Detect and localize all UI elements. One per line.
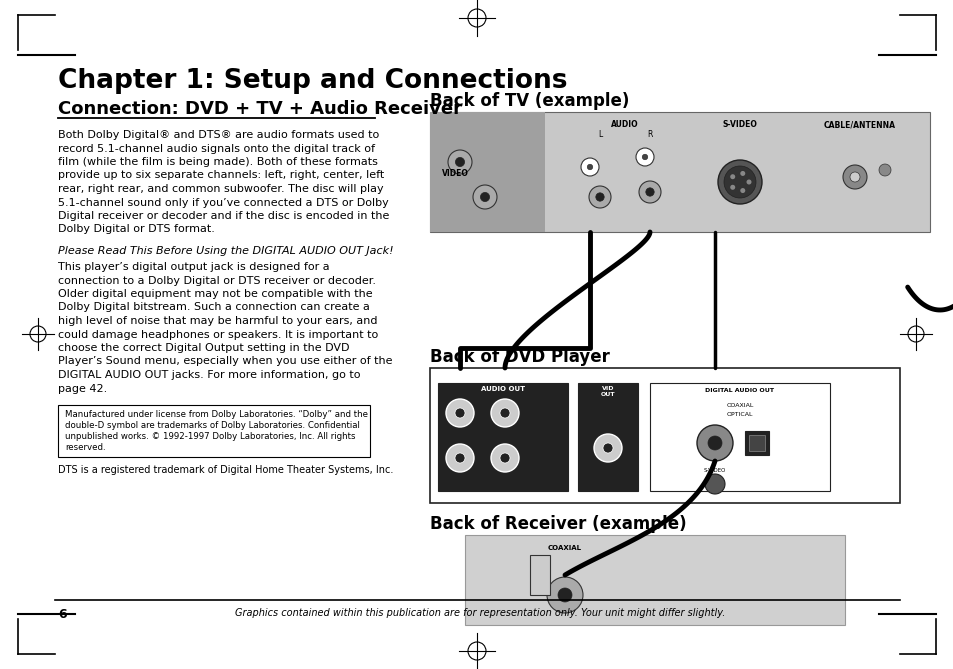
Circle shape (499, 453, 510, 463)
Bar (430, 112, 929, 232)
Circle shape (448, 150, 472, 174)
Text: Connection: DVD + TV + Audio Receiver: Connection: DVD + TV + Audio Receiver (58, 100, 461, 118)
Circle shape (455, 408, 464, 418)
Circle shape (455, 453, 464, 463)
Circle shape (707, 436, 721, 450)
Text: Please Read This Before Using the DIGITAL AUDIO OUT Jack!: Please Read This Before Using the DIGITA… (58, 246, 394, 256)
Text: VID
OUT: VID OUT (600, 386, 615, 397)
Text: OPTICAL: OPTICAL (726, 412, 753, 417)
Text: AUDIO OUT: AUDIO OUT (480, 386, 524, 392)
Text: record 5.1-channel audio signals onto the digital track of: record 5.1-channel audio signals onto th… (58, 143, 375, 153)
Text: L: L (598, 130, 601, 139)
Circle shape (446, 444, 474, 472)
Text: Graphics contained within this publication are for representation only. Your uni: Graphics contained within this publicati… (234, 608, 724, 618)
Circle shape (641, 155, 647, 160)
Circle shape (718, 160, 761, 204)
Circle shape (704, 474, 724, 494)
Text: AUDIO: AUDIO (611, 120, 639, 129)
Circle shape (697, 425, 732, 461)
Circle shape (842, 165, 866, 189)
Circle shape (745, 179, 751, 185)
Bar (530, 555, 550, 595)
Circle shape (587, 165, 592, 170)
Circle shape (740, 171, 744, 176)
Circle shape (740, 188, 744, 193)
Circle shape (729, 185, 735, 190)
Text: reserved.: reserved. (65, 443, 106, 452)
Text: 5.1-channel sound only if you’ve connected a DTS or Dolby: 5.1-channel sound only if you’ve connect… (58, 197, 388, 207)
Circle shape (723, 166, 755, 198)
Bar (437, 383, 567, 491)
Circle shape (580, 158, 598, 176)
Circle shape (639, 181, 660, 203)
Text: COAXIAL: COAXIAL (547, 545, 581, 551)
Text: R: R (647, 130, 652, 139)
Circle shape (729, 174, 735, 179)
Text: DIGITAL AUDIO OUT: DIGITAL AUDIO OUT (705, 388, 774, 393)
Circle shape (558, 588, 572, 602)
Bar (744, 431, 768, 455)
Circle shape (446, 399, 474, 427)
Circle shape (594, 434, 621, 462)
Text: page 42.: page 42. (58, 383, 107, 393)
Text: rear, right rear, and common subwoofer. The disc will play: rear, right rear, and common subwoofer. … (58, 184, 383, 194)
Circle shape (491, 444, 518, 472)
Text: Back of Receiver (example): Back of Receiver (example) (430, 515, 686, 533)
Circle shape (596, 193, 603, 201)
Text: This player’s digital output jack is designed for a: This player’s digital output jack is des… (58, 262, 330, 272)
Text: Digital receiver or decoder and if the disc is encoded in the: Digital receiver or decoder and if the d… (58, 211, 389, 221)
Text: Older digital equipment may not be compatible with the: Older digital equipment may not be compa… (58, 289, 373, 299)
Text: DIGITAL AUDIO OUT jacks. For more information, go to: DIGITAL AUDIO OUT jacks. For more inform… (58, 370, 360, 380)
Text: 6: 6 (58, 608, 67, 621)
Bar (430, 112, 544, 232)
Text: Back of TV (example): Back of TV (example) (430, 92, 629, 110)
Circle shape (455, 157, 464, 167)
Circle shape (602, 443, 613, 453)
Text: S-VIDEO: S-VIDEO (703, 468, 725, 473)
Circle shape (645, 188, 654, 196)
Text: Both Dolby Digital® and DTS® are audio formats used to: Both Dolby Digital® and DTS® are audio f… (58, 130, 379, 140)
Text: could damage headphones or speakers. It is important to: could damage headphones or speakers. It … (58, 330, 377, 339)
Bar (464, 535, 844, 625)
Circle shape (849, 172, 859, 182)
Circle shape (473, 185, 497, 209)
Circle shape (546, 577, 582, 613)
Circle shape (636, 148, 654, 166)
Text: COAXIAL: COAXIAL (725, 403, 753, 408)
Circle shape (499, 408, 510, 418)
Text: unpublished works. © 1992-1997 Dolby Laboratories, Inc. All rights: unpublished works. © 1992-1997 Dolby Lab… (65, 432, 355, 441)
Circle shape (588, 186, 610, 208)
Circle shape (480, 193, 489, 201)
Text: Dolby Digital bitstream. Such a connection can create a: Dolby Digital bitstream. Such a connecti… (58, 302, 370, 312)
Text: film (while the film is being made). Both of these formats: film (while the film is being made). Bot… (58, 157, 377, 167)
Bar (58, 405, 370, 457)
Text: VIDEO: VIDEO (441, 169, 468, 179)
Text: choose the correct Digital Output setting in the DVD: choose the correct Digital Output settin… (58, 343, 349, 353)
Text: Dolby Digital or DTS format.: Dolby Digital or DTS format. (58, 225, 214, 235)
Text: Player’s Sound menu, especially when you use either of the: Player’s Sound menu, especially when you… (58, 357, 392, 367)
Text: Manufactured under license from Dolby Laboratories. “Dolby” and the: Manufactured under license from Dolby La… (65, 410, 368, 419)
Text: double-D symbol are trademarks of Dolby Laboratories. Confidential: double-D symbol are trademarks of Dolby … (65, 421, 359, 430)
Text: provide up to six separate channels: left, right, center, left: provide up to six separate channels: lef… (58, 171, 384, 181)
Circle shape (878, 164, 890, 176)
Bar (748, 435, 764, 451)
Text: DTS is a registered trademark of Digital Home Theater Systems, Inc.: DTS is a registered trademark of Digital… (58, 465, 393, 475)
Text: Back of DVD Player: Back of DVD Player (430, 348, 609, 366)
Text: Chapter 1: Setup and Connections: Chapter 1: Setup and Connections (58, 68, 567, 94)
Bar (649, 383, 829, 491)
Bar (430, 368, 899, 503)
Text: CABLE/ANTENNA: CABLE/ANTENNA (823, 120, 895, 129)
Text: connection to a Dolby Digital or DTS receiver or decoder.: connection to a Dolby Digital or DTS rec… (58, 276, 375, 286)
Bar (578, 383, 638, 491)
Circle shape (491, 399, 518, 427)
Text: S-VIDEO: S-VIDEO (721, 120, 757, 129)
Text: high level of noise that may be harmful to your ears, and: high level of noise that may be harmful … (58, 316, 377, 326)
